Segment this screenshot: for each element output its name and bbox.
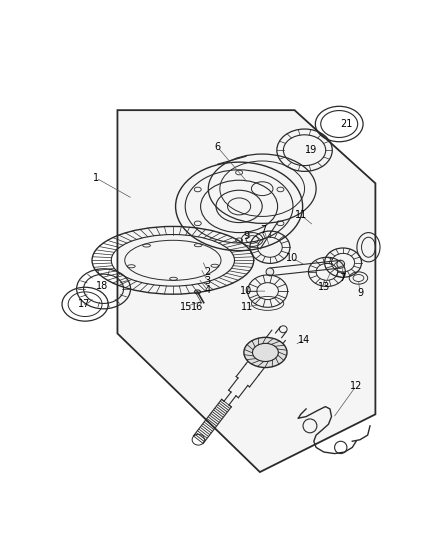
Text: 21: 21 — [340, 119, 352, 129]
Text: 17: 17 — [78, 299, 91, 309]
Text: 7: 7 — [261, 224, 267, 235]
Text: 15: 15 — [180, 302, 192, 311]
Text: 10: 10 — [286, 253, 298, 263]
Text: 13: 13 — [318, 282, 330, 292]
Text: 6: 6 — [215, 142, 221, 152]
Text: 2: 2 — [205, 267, 211, 277]
Text: 9: 9 — [357, 288, 363, 298]
Text: 4: 4 — [205, 285, 211, 295]
Text: 11: 11 — [295, 210, 307, 220]
Ellipse shape — [244, 337, 287, 368]
Text: 11: 11 — [240, 302, 253, 311]
Text: 19: 19 — [305, 145, 318, 155]
Text: 10: 10 — [240, 286, 252, 296]
Text: 12: 12 — [350, 381, 362, 391]
Ellipse shape — [266, 268, 274, 276]
Text: 14: 14 — [298, 335, 311, 345]
Text: 7: 7 — [339, 273, 346, 283]
Text: 1: 1 — [93, 173, 99, 183]
Text: 3: 3 — [205, 276, 211, 286]
Text: 16: 16 — [191, 302, 204, 311]
Polygon shape — [117, 110, 375, 472]
Text: 9: 9 — [244, 231, 250, 241]
Text: 18: 18 — [96, 281, 108, 290]
Ellipse shape — [337, 260, 345, 268]
